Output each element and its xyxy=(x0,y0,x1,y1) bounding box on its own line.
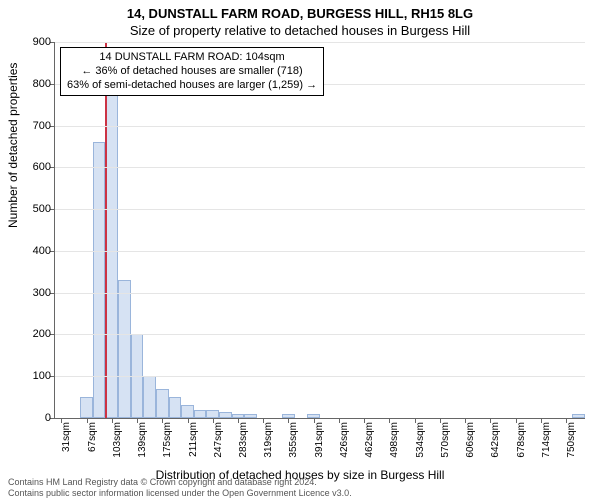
gridline xyxy=(55,376,585,377)
xtick-label: 606sqm xyxy=(465,422,476,458)
ytick-label: 900 xyxy=(33,36,51,48)
xtick-label: 103sqm xyxy=(112,422,123,458)
gridline xyxy=(55,334,585,335)
ytick-label: 600 xyxy=(33,161,51,173)
gridline xyxy=(55,209,585,210)
histogram-bar xyxy=(169,397,182,418)
info-line2: ← 36% of detached houses are smaller (71… xyxy=(67,65,317,79)
plot-area: 010020030040050060070080090031sqm67sqm10… xyxy=(54,42,585,419)
ytick-label: 300 xyxy=(33,287,51,299)
gridline xyxy=(55,251,585,252)
gridline xyxy=(55,293,585,294)
xtick-label: 31sqm xyxy=(61,422,72,452)
gridline xyxy=(55,167,585,168)
histogram-bar xyxy=(572,414,585,418)
title-address: 14, DUNSTALL FARM ROAD, BURGESS HILL, RH… xyxy=(8,6,592,21)
info-box: 14 DUNSTALL FARM ROAD: 104sqm ← 36% of d… xyxy=(60,47,324,96)
xtick-label: 498sqm xyxy=(389,422,400,458)
bars-layer xyxy=(55,42,585,418)
histogram-bar xyxy=(219,412,232,418)
xtick-label: 355sqm xyxy=(288,422,299,458)
xtick-label: 211sqm xyxy=(188,422,199,457)
xtick-label: 534sqm xyxy=(415,422,426,458)
histogram-bar xyxy=(181,405,194,418)
ytick-label: 500 xyxy=(33,203,51,215)
attribution-line1: Contains HM Land Registry data © Crown c… xyxy=(8,477,352,487)
xtick-label: 570sqm xyxy=(440,422,451,458)
xtick-label: 175sqm xyxy=(162,422,173,458)
ytick-label: 400 xyxy=(33,245,51,257)
histogram-bar xyxy=(194,410,207,418)
info-line3: 63% of semi-detached houses are larger (… xyxy=(67,79,317,93)
xtick-label: 247sqm xyxy=(213,422,224,458)
histogram-bar xyxy=(244,414,257,418)
xtick-label: 283sqm xyxy=(238,422,249,458)
gridline xyxy=(55,126,585,127)
ytick-label: 800 xyxy=(33,78,51,90)
xtick-label: 139sqm xyxy=(137,422,148,458)
xtick-label: 750sqm xyxy=(566,422,577,458)
xtick-label: 391sqm xyxy=(314,422,325,458)
info-line1: 14 DUNSTALL FARM ROAD: 104sqm xyxy=(67,51,317,65)
xtick-label: 67sqm xyxy=(87,422,98,452)
chart-container: 14, DUNSTALL FARM ROAD, BURGESS HILL, RH… xyxy=(0,0,600,500)
ytick-label: 200 xyxy=(33,328,51,340)
ytick-label: 700 xyxy=(33,120,51,132)
histogram-bar xyxy=(156,389,169,418)
histogram-bar xyxy=(80,397,93,418)
ytick-label: 100 xyxy=(33,370,51,382)
highlight-line xyxy=(105,42,107,418)
xtick-label: 678sqm xyxy=(516,422,527,458)
attribution: Contains HM Land Registry data © Crown c… xyxy=(8,477,352,498)
y-axis-label: Number of detached properties xyxy=(6,63,20,228)
histogram-bar xyxy=(118,280,131,418)
histogram-bar xyxy=(143,376,156,418)
xtick-label: 714sqm xyxy=(541,422,552,458)
attribution-line2: Contains public sector information licen… xyxy=(8,488,352,498)
xtick-label: 426sqm xyxy=(339,422,350,458)
title-subtitle: Size of property relative to detached ho… xyxy=(8,23,592,38)
xtick-label: 319sqm xyxy=(263,422,274,458)
xtick-label: 462sqm xyxy=(364,422,375,458)
ytick-label: 0 xyxy=(45,412,51,424)
histogram-bar xyxy=(206,410,219,418)
gridline xyxy=(55,42,585,43)
xtick-label: 642sqm xyxy=(490,422,501,458)
